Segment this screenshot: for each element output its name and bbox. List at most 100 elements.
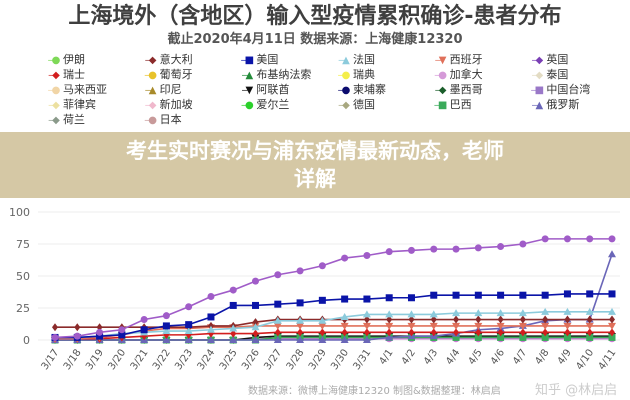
legend-item[interactable]: —● 伊朗 [42,52,139,67]
data-point [51,333,59,341]
x-tick-label: 3/26 [240,347,262,372]
data-point [541,235,549,243]
data-point [407,310,416,318]
x-tick-label: 4/10 [574,347,596,372]
legend-item[interactable]: —▲ 法国 [332,52,429,67]
data-point [362,310,371,318]
legend-item[interactable]: —◆ 瑞士 [42,67,139,82]
data-point [564,328,571,337]
legend-label: 法国 [352,53,375,66]
x-tick-label: 3/18 [62,347,84,372]
data-point [252,277,260,285]
data-point [251,336,260,343]
data-point [585,322,594,330]
data-point [140,326,148,334]
overlay-banner: 考生实时赛况与浦东疫情最新动态，老师 详解 [0,132,630,198]
data-point [296,322,305,330]
legend-label: 泰国 [546,68,569,81]
y-tick-label: 25 [16,302,30,315]
legend-item[interactable]: —◆ 泰国 [525,67,622,82]
legend-item[interactable]: —▲ 布基纳法索 [235,67,332,82]
legend-marker-icon: —▲ [531,100,543,111]
legend-marker-icon: —● [47,55,61,66]
legend-item[interactable]: —● 葡萄牙 [139,67,236,82]
x-tick-label: 3/19 [84,347,106,372]
legend-item[interactable]: —◆ 菲律宾 [42,97,139,112]
data-point [252,329,259,338]
data-point [296,316,305,324]
data-point [474,244,482,252]
x-tick-label: 4/1 [377,347,395,366]
data-point [206,325,215,333]
legend-item[interactable]: —● 柬埔寨 [332,82,429,97]
data-point [609,328,615,337]
data-point [385,333,394,341]
data-point [385,248,393,256]
data-point [206,336,215,343]
legend-item[interactable]: —■ 美国 [235,52,332,67]
y-tick-label: 100 [9,206,30,219]
legend-item[interactable]: —▼ 阿联酋 [235,82,332,97]
data-point [496,309,505,317]
banner-line-1: 考生实时赛况与浦东疫情最新动态，老师 [126,139,504,163]
y-tick-label: 0 [23,334,30,347]
data-point [273,322,282,330]
data-point [274,300,282,308]
legend-item[interactable]: —▼ 西班牙 [429,52,526,67]
data-point [252,318,259,327]
legend-item[interactable]: —■ 中国台湾 [525,82,622,97]
legend-label: 葡萄牙 [159,68,193,81]
legend-label: 爱尔兰 [256,98,290,111]
data-point [609,315,615,324]
data-point [541,291,549,299]
data-point [318,322,327,330]
x-tick-label: 3/22 [151,347,173,372]
legend-item[interactable]: —● 爱尔兰 [235,97,332,112]
legend-marker-icon: —● [337,70,351,81]
legend-item[interactable]: —◆ 新加坡 [139,97,236,112]
data-point [296,299,304,307]
legend-item[interactable]: —◆ 德国 [332,97,429,112]
legend-marker-icon: —◆ [338,100,350,111]
data-point [564,315,571,324]
legend-label: 瑞士 [63,68,85,81]
x-tick-label: 4/3 [422,347,440,366]
watermark: 知乎 @林启启 [535,383,618,398]
chart-title: 上海境外（含地区）输入型疫情累积确诊-患者分布 [68,4,562,29]
data-point [563,322,572,330]
data-point [407,246,415,254]
legend-item[interactable]: —● 加拿大 [429,67,526,82]
data-point [229,301,237,309]
data-point [452,322,461,330]
legend-item[interactable]: —▲ 俄罗斯 [525,97,622,112]
legend-label: 美国 [256,53,279,66]
legend-item[interactable]: —■ 巴西 [429,97,526,112]
data-point [74,323,81,332]
legend-label: 德国 [352,98,375,111]
legend-item[interactable]: —● 马来西亚 [42,82,139,97]
legend-label: 荷兰 [63,113,85,126]
x-tick-label: 4/11 [597,347,619,372]
data-point [608,235,616,243]
data-point [453,315,460,324]
data-point [229,324,238,332]
data-point [273,316,282,324]
data-point [162,312,170,320]
legend-item[interactable]: —● 瑞典 [332,67,429,82]
legend-item[interactable]: —◆ 墨西哥 [429,82,526,97]
data-point [519,240,527,248]
x-tick-label: 3/20 [106,347,128,372]
legend-item[interactable]: —▲ 印尼 [139,82,236,97]
data-point [542,315,549,324]
data-point [585,307,594,315]
data-point [162,322,170,330]
data-point [362,322,371,330]
legend-item[interactable]: —◆ 英国 [525,52,622,67]
legend-item[interactable]: —◆ 荷兰 [42,112,139,127]
legend-marker-icon: —● [47,85,61,96]
legend-item[interactable]: —◆ 意大利 [139,52,236,67]
legend-item[interactable]: —● 日本 [139,112,236,127]
legend-label: 巴西 [449,98,472,111]
source-note: 数据来源：微博上海健康12320 制图&数据整理：林启启 [248,386,501,397]
data-point [185,303,193,311]
